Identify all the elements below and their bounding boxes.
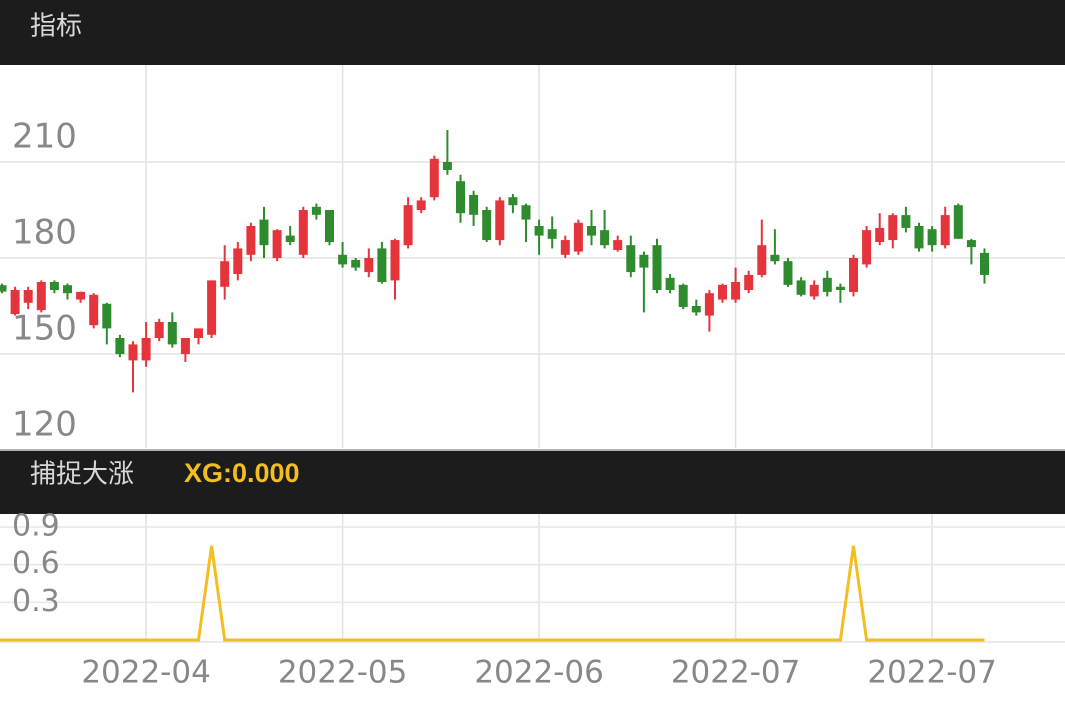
- candle-body: [678, 284, 688, 307]
- candle-body: [495, 200, 505, 241]
- candle-body: [744, 274, 754, 290]
- x-tick-label: 2022-07: [671, 655, 801, 691]
- candle-body: [665, 277, 675, 290]
- candle-body: [246, 226, 256, 255]
- candle-body: [259, 219, 269, 246]
- candle-body: [469, 194, 479, 215]
- candle-body: [927, 229, 937, 246]
- candle-body: [167, 322, 177, 345]
- candle-body: [36, 282, 46, 311]
- candle-body: [691, 306, 701, 313]
- y-tick-label: 0.6: [12, 546, 60, 581]
- candle-body: [966, 240, 976, 248]
- candle-body: [718, 284, 727, 300]
- candle-body: [298, 210, 308, 255]
- candle-body: [704, 293, 714, 316]
- candle-body: [0, 285, 7, 292]
- candle-body: [194, 328, 203, 338]
- candle-body: [63, 285, 72, 294]
- candle-body: [600, 230, 610, 246]
- candle-body: [757, 245, 767, 275]
- candle-body: [403, 205, 413, 246]
- candle-body: [272, 230, 282, 258]
- candle-body: [180, 338, 190, 354]
- candle-body: [311, 206, 321, 215]
- candle-body: [207, 280, 217, 335]
- candle-body: [23, 290, 33, 303]
- candle-body: [783, 261, 793, 285]
- indicator-label: XG:0.000: [184, 458, 300, 488]
- y-tick-label: 0.3: [12, 584, 60, 619]
- candle-body: [888, 215, 898, 241]
- sub-header-bar: [0, 449, 1065, 514]
- candle-body: [416, 200, 426, 210]
- candle-body: [285, 235, 295, 242]
- indicator-line: [0, 545, 985, 642]
- candle-body: [809, 284, 819, 297]
- candle-body: [875, 227, 885, 242]
- panel-title: 捕捉大涨: [30, 460, 134, 490]
- candle-body: [613, 240, 623, 250]
- candle-body: [220, 261, 230, 287]
- y-tick-label: 0.9: [12, 509, 60, 544]
- candle-body: [521, 205, 531, 220]
- candle-body: [364, 258, 374, 273]
- candle-body: [141, 338, 151, 361]
- panel-title: 指标: [30, 12, 82, 42]
- candle-body: [456, 181, 465, 214]
- candle-body: [390, 240, 400, 281]
- candle-body: [639, 254, 649, 268]
- candle-body: [377, 248, 387, 282]
- candle-body: [796, 280, 806, 295]
- candle-body: [49, 282, 59, 290]
- candle-body: [233, 248, 243, 274]
- candle-body: [770, 254, 780, 262]
- candle-body: [940, 215, 950, 246]
- header-bar: [0, 0, 1065, 65]
- candle-body: [154, 322, 164, 338]
- candle-body: [102, 303, 112, 329]
- candle-body: [325, 210, 334, 242]
- candle-body: [980, 252, 989, 275]
- candle-body: [862, 230, 872, 265]
- candle-body: [482, 210, 492, 241]
- x-tick-label: 2022-07: [867, 655, 997, 691]
- candle-body: [587, 226, 596, 236]
- candle-body: [351, 259, 361, 268]
- candle-body: [429, 158, 439, 198]
- candle-body: [76, 291, 86, 300]
- candle-body: [115, 338, 125, 354]
- candle-body: [914, 226, 924, 249]
- candle-body: [534, 226, 544, 236]
- candle-body: [10, 290, 20, 314]
- candle-body: [849, 258, 858, 292]
- candle-body: [89, 294, 99, 326]
- x-tick-label: 2022-04: [81, 655, 211, 691]
- x-tick-label: 2022-06: [474, 655, 604, 691]
- candle-body: [338, 254, 348, 265]
- candle-body: [442, 162, 452, 170]
- candle-body: [128, 344, 138, 361]
- candle-body: [652, 245, 662, 290]
- y-tick-label: 150: [12, 309, 77, 349]
- candle-body: [573, 222, 583, 252]
- y-tick-label: 180: [12, 213, 77, 253]
- candle-body: [547, 229, 557, 239]
- y-tick-label: 210: [12, 117, 77, 157]
- candle-body: [560, 240, 570, 255]
- candle-body: [508, 197, 518, 206]
- candle-body: [953, 205, 963, 239]
- candle-body: [835, 286, 845, 290]
- y-tick-label: 120: [12, 405, 77, 445]
- candle-body: [626, 245, 636, 273]
- x-tick-label: 2022-05: [278, 655, 408, 691]
- candle-body: [822, 277, 832, 292]
- candle-body: [901, 215, 911, 228]
- candle-body: [731, 282, 741, 300]
